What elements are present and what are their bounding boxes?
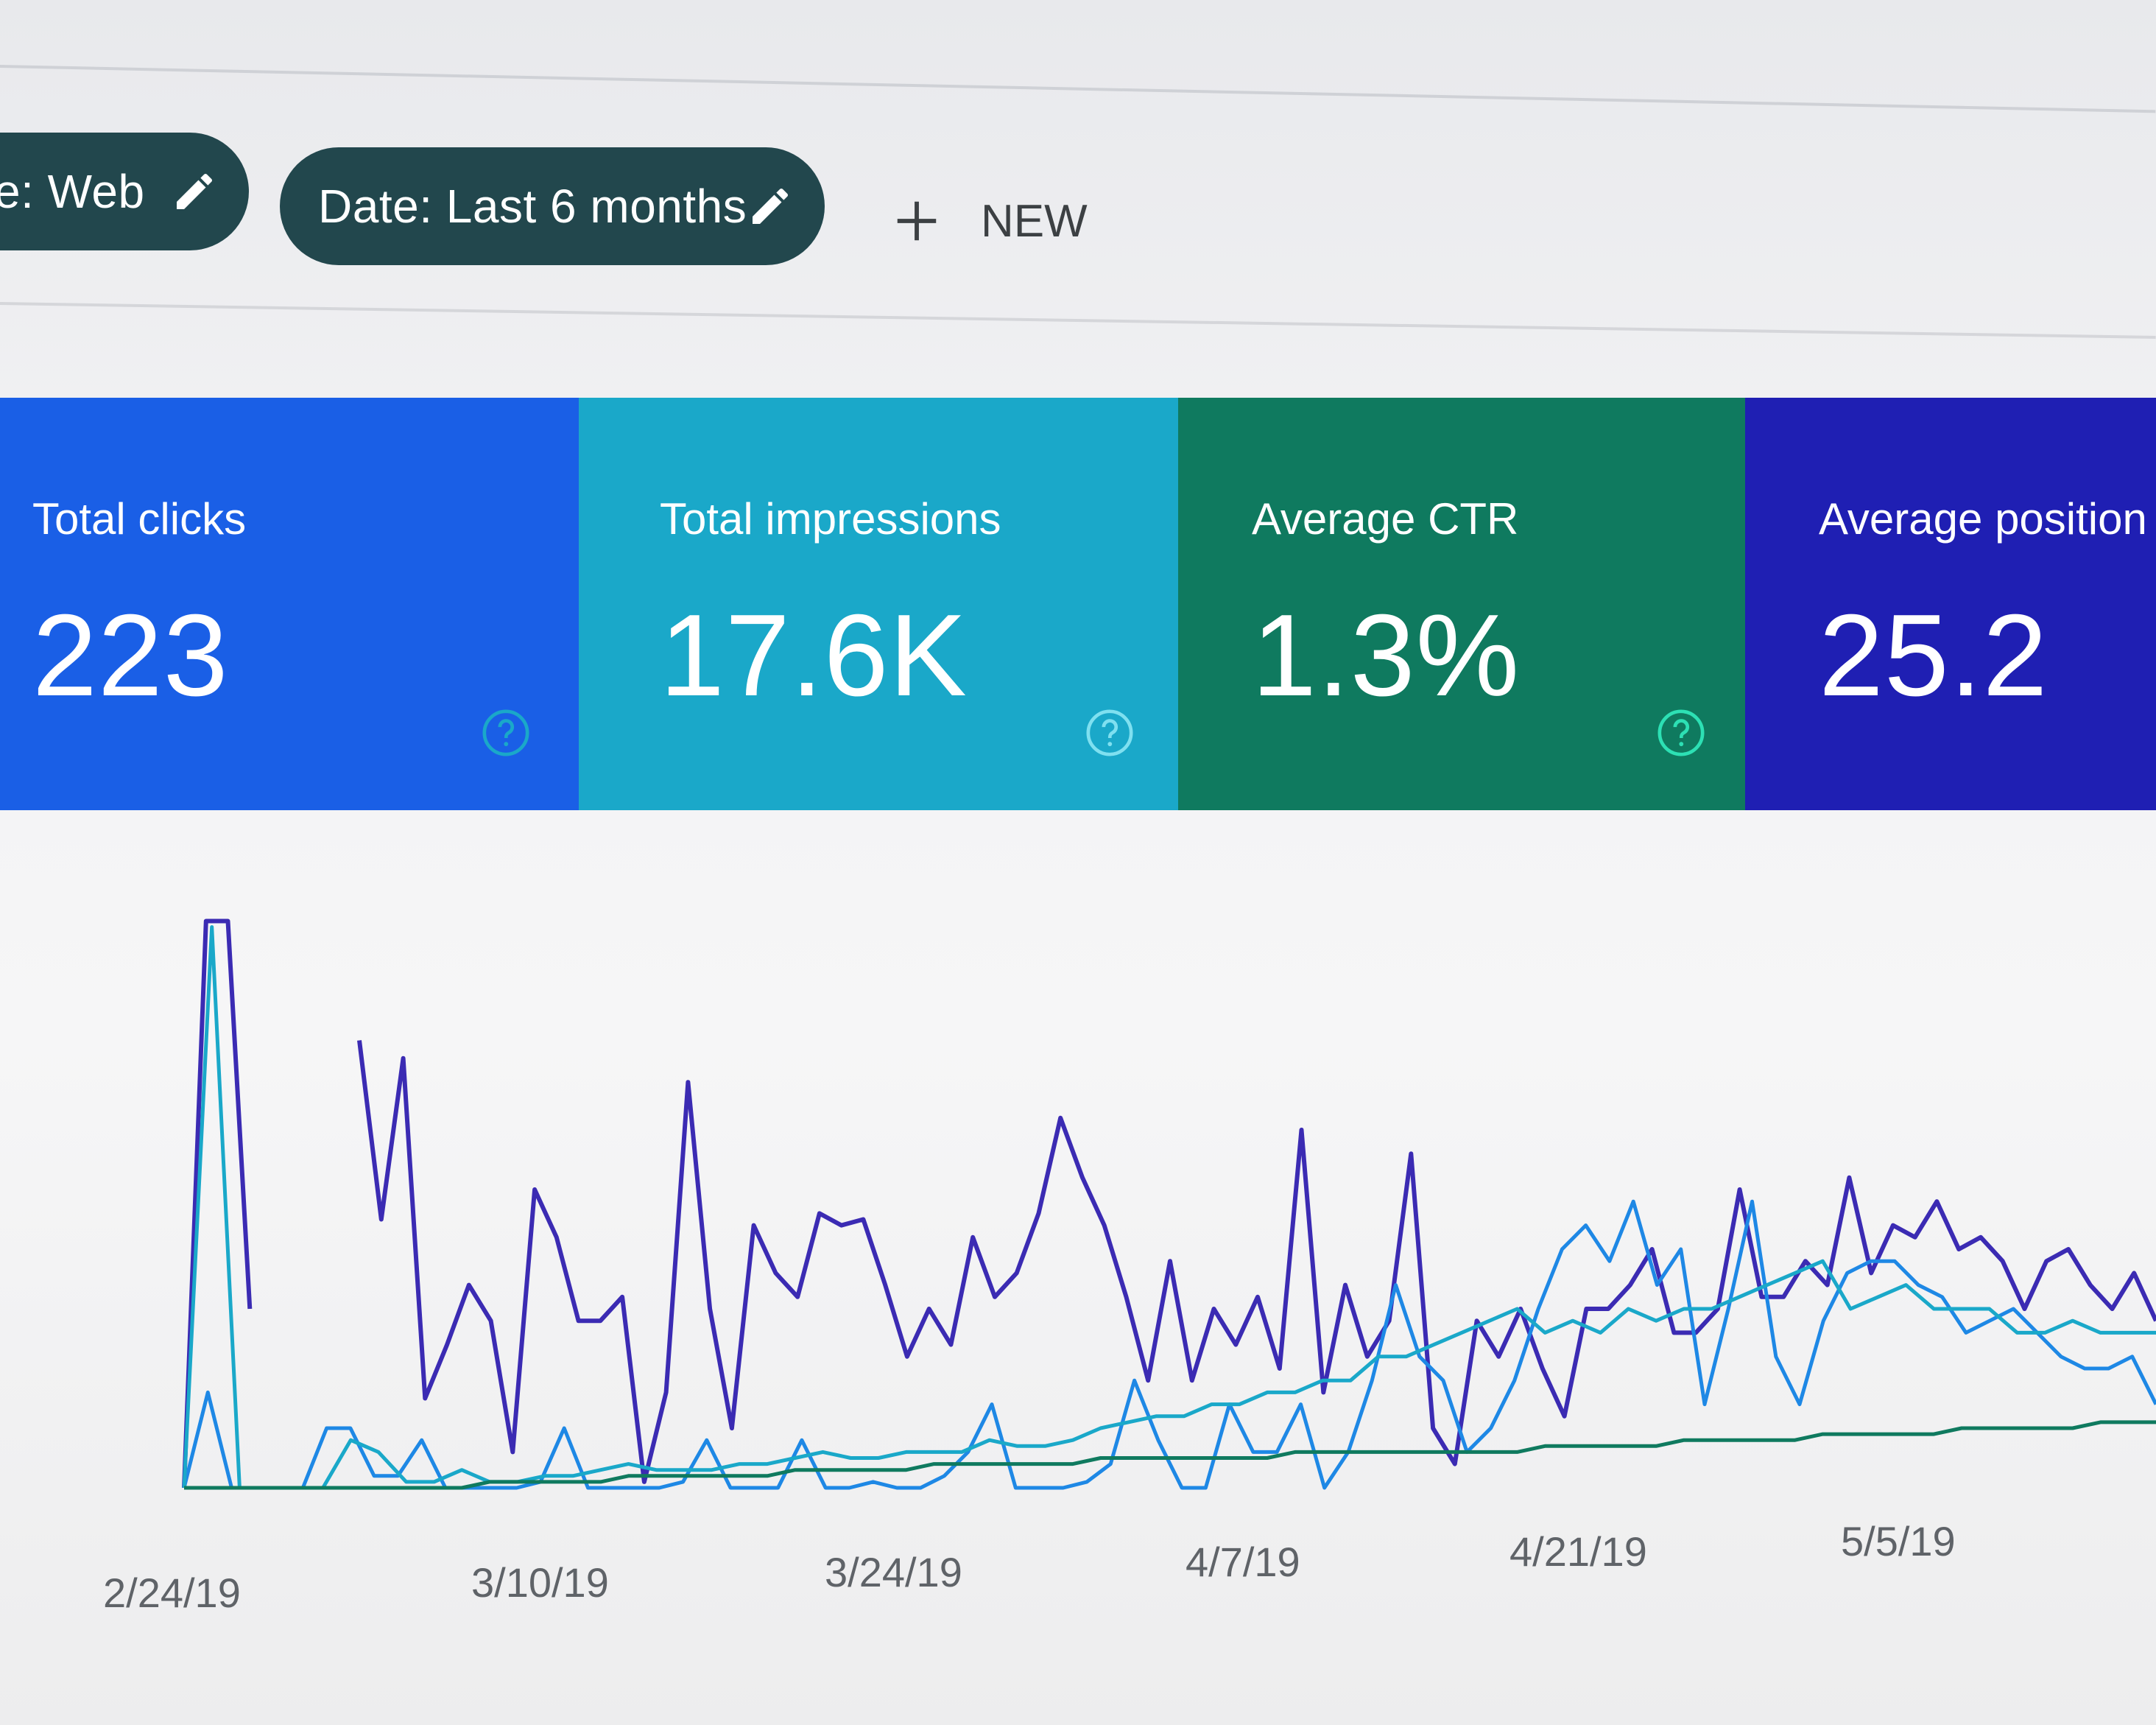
filter-bar: e: Web Date: Last 6 months NEW (0, 133, 2156, 280)
date-filter-chip[interactable]: Date: Last 6 months (280, 147, 825, 265)
performance-line-chart (182, 918, 2156, 1490)
x-axis-tick-label: 2/24/19 (103, 1570, 241, 1616)
filter-divider (0, 302, 2156, 339)
metric-title: Total impressions (660, 494, 1001, 544)
metric-title: Average position (1819, 494, 2147, 544)
metric-card-total-clicks[interactable]: Total clicks 223 (0, 398, 579, 810)
chart-series-line-2 (182, 1199, 2156, 1490)
chart-series-line-3 (182, 925, 2156, 1490)
chart-series-line-4 (184, 1420, 2156, 1490)
chart-series-line-1 (182, 918, 2156, 1489)
metric-card-average-position[interactable]: Average position 25.2 (1745, 398, 2156, 810)
x-axis-tick-label: 3/10/19 (471, 1559, 609, 1606)
metric-card-total-impressions[interactable]: Total impressions 17.6K (579, 398, 1178, 810)
metric-cards: Total clicks 223 Total impressions 17.6K… (0, 398, 2156, 810)
metric-value: 223 (32, 591, 229, 720)
help-circle-icon[interactable] (1084, 707, 1135, 759)
performance-chart: 2/24/19 3/10/19 3/24/19 4/7/19 4/21/19 5/5/19 (0, 840, 2156, 1725)
pencil-icon[interactable] (747, 183, 794, 230)
pencil-icon[interactable] (171, 168, 218, 215)
date-filter-label: Date: Last 6 months (318, 180, 747, 233)
metric-title: Total clicks (32, 494, 247, 544)
metric-value: 17.6K (660, 591, 968, 720)
x-axis-tick-label: 4/7/19 (1186, 1539, 1300, 1585)
search-type-filter-chip[interactable]: e: Web (0, 133, 249, 250)
metric-value: 25.2 (1819, 591, 2048, 720)
help-circle-icon[interactable] (480, 707, 532, 759)
metric-title: Average CTR (1252, 494, 1519, 544)
search-type-filter-label: e: Web (0, 165, 145, 218)
metric-value: 1.3% (1252, 591, 1521, 720)
x-axis-tick-label: 3/24/19 (825, 1549, 962, 1595)
new-filter-button[interactable]: NEW (891, 177, 1088, 265)
plus-icon (897, 201, 937, 241)
x-axis-tick-label: 4/21/19 (1509, 1528, 1647, 1575)
metric-card-average-ctr[interactable]: Average CTR 1.3% (1178, 398, 1745, 810)
header-divider (0, 65, 2156, 113)
new-filter-label: NEW (981, 195, 1088, 247)
x-axis-tick-label: 5/5/19 (1841, 1518, 1956, 1564)
help-circle-icon[interactable] (1655, 707, 1707, 759)
